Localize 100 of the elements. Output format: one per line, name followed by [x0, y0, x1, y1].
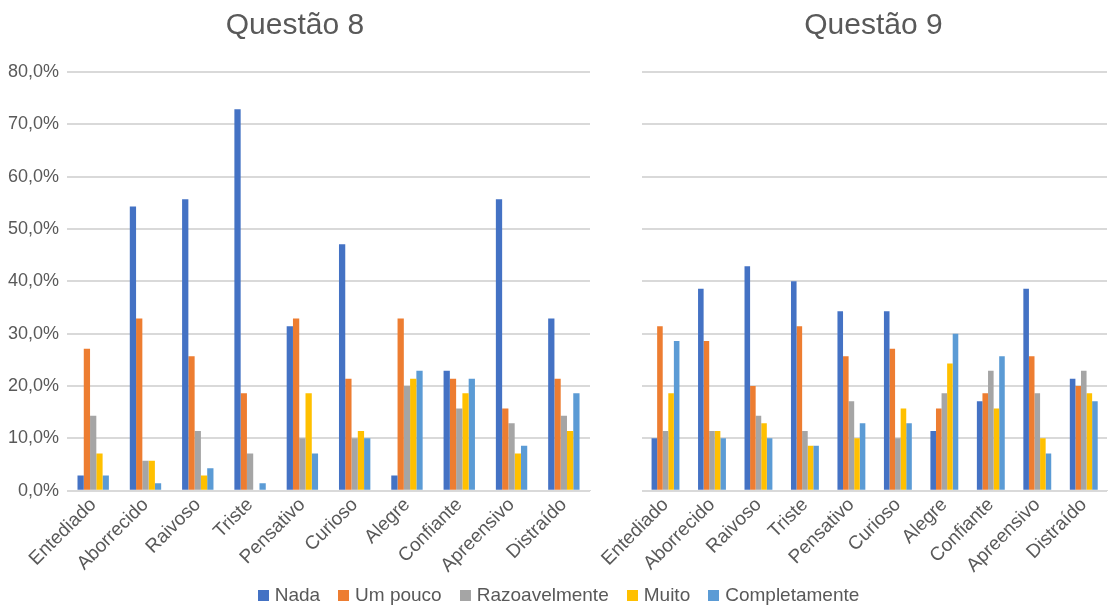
- legend-label: Muito: [643, 584, 691, 606]
- y-tick-label: 80,0%: [7, 60, 60, 81]
- bar: [403, 386, 411, 490]
- y-tick-label: 0,0%: [18, 479, 60, 500]
- bar: [102, 475, 109, 490]
- bar: [883, 311, 890, 490]
- bar: [802, 431, 808, 490]
- bar: [338, 244, 346, 490]
- bar: [502, 408, 509, 490]
- bar: [240, 393, 247, 490]
- bar: [1092, 401, 1098, 490]
- y-tick-label: 70,0%: [7, 113, 60, 134]
- bar: [182, 199, 189, 490]
- bar: [90, 415, 97, 490]
- bar: [554, 378, 561, 490]
- bar: [142, 460, 149, 490]
- bar: [573, 393, 580, 490]
- bar: [259, 483, 266, 490]
- bar: [1023, 288, 1029, 490]
- bar: [299, 438, 306, 490]
- legend-label: Completamente: [725, 584, 860, 606]
- bar: [790, 281, 797, 490]
- bar: [750, 386, 756, 490]
- legend-label: Nada: [274, 584, 321, 606]
- bar: [462, 393, 469, 490]
- y-tick-label: 50,0%: [7, 217, 60, 238]
- bar: [1075, 386, 1081, 490]
- bar: [508, 423, 515, 490]
- bar: [443, 370, 450, 490]
- bar: [286, 326, 293, 490]
- bar: [930, 431, 936, 490]
- bar: [999, 356, 1005, 490]
- bar: [889, 348, 896, 490]
- legend-label: Um pouco: [355, 584, 442, 606]
- bar: [698, 288, 704, 490]
- bar: [520, 445, 528, 490]
- bar: [714, 431, 721, 490]
- bar: [357, 431, 365, 490]
- bar: [364, 438, 371, 490]
- bar: [807, 445, 814, 490]
- bar: [766, 438, 773, 490]
- bar: [207, 468, 214, 490]
- bar: [96, 453, 103, 490]
- bar: [673, 340, 680, 490]
- bar: [859, 423, 866, 490]
- bar: [548, 318, 555, 490]
- bar: [952, 333, 959, 490]
- bar: [1069, 378, 1076, 490]
- bar: [1080, 370, 1087, 490]
- bar: [982, 393, 989, 490]
- bar: [941, 393, 948, 490]
- bar: [410, 378, 417, 490]
- bar: [988, 370, 994, 490]
- bar: [796, 326, 803, 490]
- bar: [651, 438, 658, 490]
- bar: [837, 311, 844, 490]
- bar: [234, 109, 241, 490]
- bar: [976, 401, 983, 490]
- bar: [761, 423, 767, 490]
- bar: [292, 318, 300, 490]
- bar: [311, 453, 319, 490]
- bar: [560, 415, 567, 490]
- bar: [391, 475, 398, 490]
- bar: [246, 453, 254, 490]
- y-tick-label: 20,0%: [7, 374, 60, 395]
- bar: [148, 460, 155, 490]
- bar: [895, 438, 901, 490]
- y-tick-label: 30,0%: [7, 322, 60, 343]
- bar: [351, 438, 358, 490]
- bar: [468, 378, 475, 490]
- y-tick-label: 60,0%: [7, 165, 60, 186]
- bar: [906, 423, 912, 490]
- bar: [720, 438, 726, 490]
- bar: [514, 453, 521, 490]
- bar: [947, 363, 953, 490]
- bar: [854, 438, 860, 490]
- y-tick-label: 10,0%: [7, 427, 60, 448]
- bar: [657, 326, 663, 490]
- bar: [703, 340, 710, 490]
- bar: [813, 445, 819, 490]
- bar: [935, 408, 942, 490]
- bar: [843, 356, 849, 490]
- bar: [188, 356, 195, 490]
- bar: [495, 199, 503, 490]
- bar: [77, 475, 84, 490]
- bar: [129, 206, 137, 490]
- bar: [668, 393, 674, 490]
- bar: [456, 408, 463, 490]
- y-tick-label: 40,0%: [7, 270, 60, 291]
- bar: [848, 401, 855, 490]
- bar: [1086, 393, 1093, 490]
- bar: [755, 415, 762, 490]
- bar: [1028, 356, 1035, 490]
- bar: [194, 431, 201, 490]
- bar: [136, 318, 143, 490]
- chart-title: Questão 8: [225, 7, 365, 41]
- bar: [416, 370, 423, 490]
- bar: [1034, 393, 1041, 490]
- bar: [566, 431, 574, 490]
- bar: [662, 431, 669, 490]
